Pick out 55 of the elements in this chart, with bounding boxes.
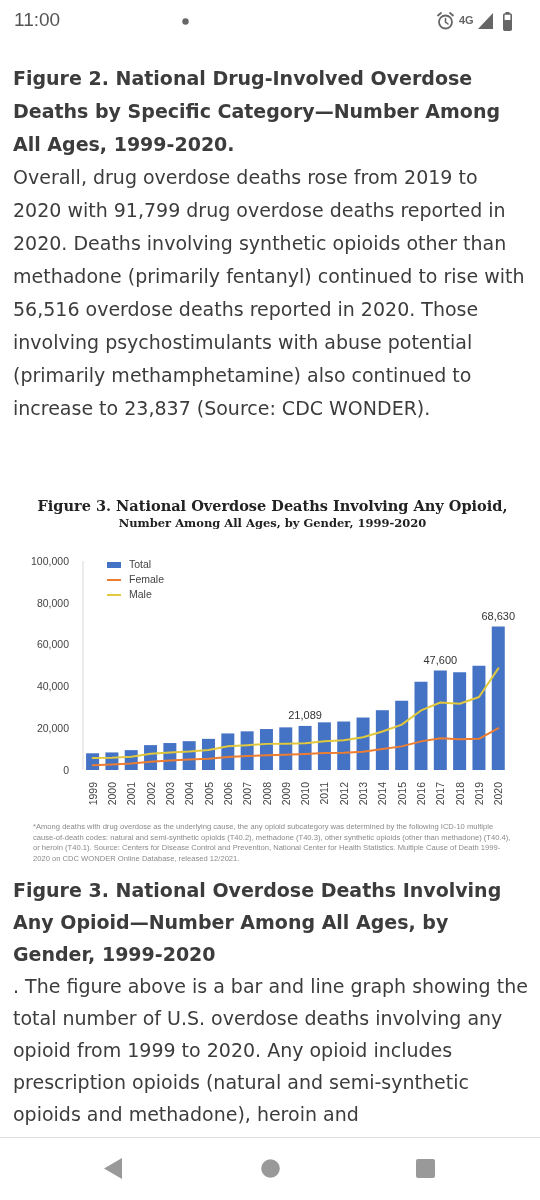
legend-label: Female bbox=[129, 572, 165, 587]
x-tick-label: 1999 bbox=[86, 781, 99, 806]
x-tick-label: 2000 bbox=[105, 781, 118, 806]
x-tick-label: 2019 bbox=[473, 781, 486, 806]
text: Overall, drug overdose deaths rose from 2019 to 2020 with 91,799 drug overdose deaths reported in 2020. Deaths involving synthetic opioids other than methadone (primarily fentanyl) continued to rise with 56,516 overdose deaths reported in 2020. Those involving psychostimulants with abuse potential (primarily methamphetamine) also continued to increase to 23,837 (Source: CDC WONDER). bbox=[13, 165, 526, 421]
y-tick-label: 100,000 bbox=[31, 554, 70, 567]
bar bbox=[414, 681, 428, 770]
line-series bbox=[91, 727, 500, 767]
x-tick-label: 2015 bbox=[395, 781, 408, 806]
x-tick-label: 2013 bbox=[357, 781, 370, 806]
x-tick-label: 2003 bbox=[163, 781, 176, 806]
x-tick-label: 2009 bbox=[279, 781, 292, 806]
data-label: 68,630 bbox=[481, 609, 516, 622]
legend-label: Male bbox=[129, 587, 152, 602]
bar bbox=[375, 710, 389, 770]
x-tick-label: 2012 bbox=[337, 781, 350, 806]
x-tick-label: 2004 bbox=[183, 781, 196, 806]
x-tick-label: 2008 bbox=[260, 781, 273, 806]
y-tick-label: 20,000 bbox=[36, 721, 70, 734]
bar bbox=[259, 729, 273, 770]
x-tick-label: 2020 bbox=[492, 781, 505, 806]
caption: Figure 3. National Overdose Deaths Involving Any Opioid—Number Among All Ages, by Gender, 1999-2020 bbox=[13, 878, 503, 967]
x-tick-label: 2002 bbox=[144, 781, 157, 806]
caption: Figure 2. National Drug-Involved Overdose Deaths by Specific Category—Number Among All Ages, 1999-2020. bbox=[13, 66, 502, 157]
x-tick-label: 2016 bbox=[415, 781, 428, 806]
x-tick-label: 2017 bbox=[434, 781, 447, 806]
x-tick-label: 2007 bbox=[241, 781, 254, 806]
bar bbox=[491, 626, 505, 770]
bar bbox=[395, 700, 409, 770]
y-tick-label: 0 bbox=[63, 763, 70, 776]
bar bbox=[356, 717, 370, 770]
chart-title: Figure 3. National Overdose Deaths Involving Any Opioid, bbox=[36, 496, 509, 515]
bar bbox=[317, 722, 331, 770]
bar bbox=[472, 665, 486, 770]
chart-subtitle: Number Among All Ages, by Gender, 1999-2020 bbox=[117, 515, 428, 531]
y-tick-label: 40,000 bbox=[36, 680, 70, 693]
x-tick-label: 2011 bbox=[318, 781, 331, 805]
x-tick-label: 2018 bbox=[453, 781, 466, 806]
bar bbox=[433, 670, 447, 770]
data-label: 21,089 bbox=[288, 708, 322, 721]
y-tick-label: 60,000 bbox=[36, 638, 70, 651]
bar bbox=[453, 672, 467, 770]
y-tick-label: 80,000 bbox=[36, 596, 70, 609]
x-tick-label: 2014 bbox=[376, 781, 389, 806]
bar bbox=[298, 725, 312, 770]
x-tick-label: 2005 bbox=[202, 781, 215, 806]
x-tick-label: 2010 bbox=[299, 781, 312, 806]
text: . The figure above is a bar and line graph showing the total number of U.S. overdose deaths involving any opioid from 1999 to 2020. Any opioid includes prescription opioids (natural and semi-synthetic opioids and methadone), heroin and bbox=[13, 974, 529, 1127]
text: 4G bbox=[459, 14, 474, 26]
data-label: 47,600 bbox=[423, 653, 458, 666]
line-series bbox=[91, 667, 500, 759]
text: 11:00 bbox=[14, 9, 61, 31]
x-tick-label: 2006 bbox=[221, 781, 234, 806]
legend-label: Total bbox=[129, 557, 152, 572]
x-tick-label: 2001 bbox=[125, 781, 138, 806]
